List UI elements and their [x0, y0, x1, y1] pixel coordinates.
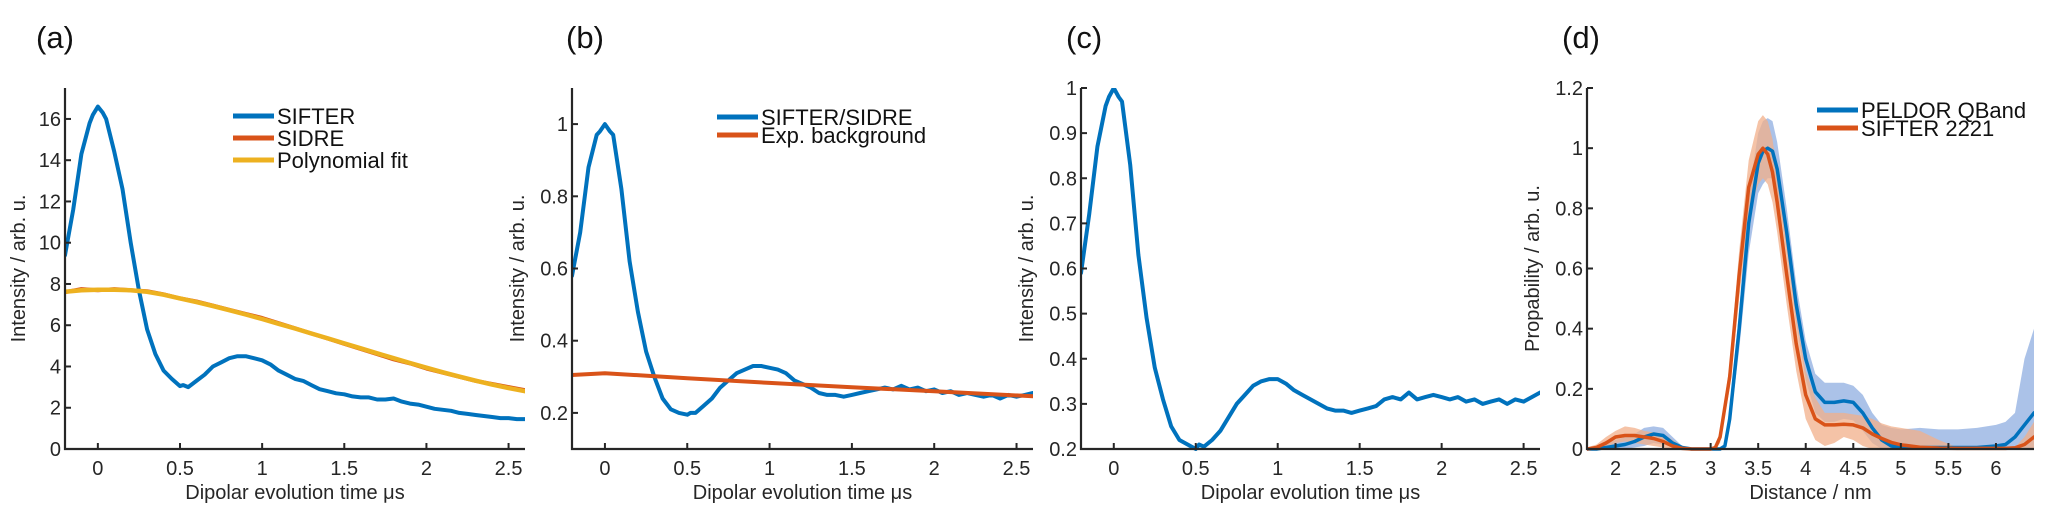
series-line-exp-background	[572, 371, 1033, 399]
y-tick-label: 6	[50, 315, 61, 337]
y-tick-label: 1	[1066, 78, 1077, 100]
series-line-sifter-sidre	[572, 122, 1033, 417]
x-tick-label: 1	[257, 458, 268, 480]
x-tick-label: 0.5	[166, 458, 194, 480]
y-tick-label: 0	[1572, 439, 1583, 461]
y-tick-label: 0.2	[1049, 439, 1077, 461]
legend-entry-2: Polynomial fit	[277, 148, 408, 173]
y-tick-label: 0.4	[1049, 349, 1077, 371]
y-axis-label: Propability / arb. u.	[1522, 185, 1544, 352]
x-tick-label: 3.5	[1744, 458, 1772, 480]
y-tick-label: 1	[1572, 138, 1583, 160]
y-tick-label: 4	[50, 356, 61, 378]
x-tick-label: 2.5	[1510, 458, 1538, 480]
x-tick-label: 0	[599, 458, 610, 480]
y-axis-label: Intensity / arb. u.	[1016, 195, 1038, 343]
x-tick-label: 1	[1272, 458, 1283, 480]
x-tick-label: 0.5	[673, 458, 701, 480]
x-tick-label: 2	[1610, 458, 1621, 480]
y-tick-label: 0.2	[1555, 379, 1583, 401]
y-tick-label: 0.4	[1555, 319, 1583, 341]
x-tick-label: 2	[1436, 458, 1447, 480]
y-tick-label: 0.6	[540, 259, 568, 281]
y-tick-label: 2	[50, 398, 61, 420]
series-line-polynomial-fit	[65, 287, 525, 394]
x-tick-label: 2	[421, 458, 432, 480]
series-line-sifter-sidre-background-corrected	[1081, 88, 1540, 451]
x-axis-label: Dipolar evolution time μs	[1201, 482, 1420, 504]
x-tick-label: 2.5	[495, 458, 523, 480]
x-tick-label: 2	[929, 458, 940, 480]
y-tick-label: 0	[50, 439, 61, 461]
y-tick-label: 12	[39, 191, 61, 213]
confidence-band-0	[1587, 118, 2034, 449]
legend-entry-0: SIFTER/SIDRE	[761, 105, 913, 130]
legend-entry-0: PELDOR QBand	[1861, 98, 2026, 123]
y-tick-label: 0.2	[540, 403, 568, 425]
x-tick-label: 0.5	[1182, 458, 1210, 480]
y-tick-label: 1.2	[1555, 78, 1583, 100]
panel-a: (a) 0 0.5 1 1.5 2 2.5 0 2 4 6 8 10 12 14 16 Dipolar evol…	[8, 20, 525, 504]
confidence-band-1	[1587, 115, 2034, 449]
x-tick-label: 1	[764, 458, 775, 480]
series-line-sifter	[65, 104, 525, 422]
panel-label: (c)	[1066, 20, 1102, 55]
x-tick-label: 0	[92, 458, 103, 480]
y-axis-label: Intensity / arb. u.	[8, 195, 30, 343]
y-tick-label: 1	[557, 114, 568, 136]
x-tick-label: 4	[1800, 458, 1811, 480]
y-tick-label: 0.8	[1555, 198, 1583, 220]
y-tick-label: 0.4	[540, 331, 568, 353]
y-tick-label: 10	[39, 233, 61, 255]
y-tick-label: 16	[39, 109, 61, 131]
y-tick-label: 0.8	[1049, 168, 1077, 190]
x-axis-label: Dipolar evolution time μs	[185, 482, 404, 504]
series-line-sifter-2221	[1587, 146, 2034, 451]
x-axis-label: Distance / nm	[1749, 482, 1871, 504]
panel-label: (d)	[1562, 20, 1600, 55]
x-axis-label: Dipolar evolution time μs	[693, 482, 912, 504]
y-tick-label: 0.7	[1049, 213, 1077, 235]
legend-entry-1: SIFTER 2221	[1861, 116, 1994, 141]
x-tick-label: 5.5	[1934, 458, 1962, 480]
y-tick-label: 0.3	[1049, 394, 1077, 416]
y-tick-label: 14	[39, 150, 61, 172]
y-tick-label: 0.6	[1049, 259, 1077, 281]
y-tick-label: 0.6	[1555, 259, 1583, 281]
panel-d: (d) 2 2.5 3 3.5 4 4.5 5 5.5 6 0 0.2 0.4 0.6 0.8 1 1.2 Dis…	[1522, 20, 2034, 504]
x-tick-label: 6	[1990, 458, 2001, 480]
y-tick-label: 0.8	[540, 186, 568, 208]
x-tick-label: 0	[1108, 458, 1119, 480]
x-tick-label: 2.5	[1003, 458, 1031, 480]
x-tick-label: 2.5	[1649, 458, 1677, 480]
y-axis-label: Intensity / arb. u.	[507, 195, 529, 343]
legend-entry-0: SIFTER	[277, 104, 355, 129]
legend-entry-1: SIDRE	[277, 126, 344, 151]
x-tick-label: 3	[1705, 458, 1716, 480]
x-tick-label: 1.5	[1346, 458, 1374, 480]
x-tick-label: 4.5	[1839, 458, 1867, 480]
panel-c: (c) 0 0.5 1 1.5 2 2.5 0.2 0.3 0.4 0.5 0.6 0.7 0.8 0.9 1…	[1016, 20, 1540, 504]
panel-label: (b)	[566, 20, 604, 55]
x-tick-label: 1.5	[330, 458, 358, 480]
axes-lines	[1079, 88, 1540, 451]
x-tick-label: 1.5	[838, 458, 866, 480]
legend-entry-1: Exp. background	[761, 123, 926, 148]
axes-lines	[570, 88, 1033, 451]
panel-label: (a)	[36, 20, 74, 55]
y-tick-label: 0.5	[1049, 304, 1077, 326]
x-tick-label: 5	[1895, 458, 1906, 480]
y-tick-label: 0.9	[1049, 123, 1077, 145]
y-tick-label: 8	[50, 274, 61, 296]
